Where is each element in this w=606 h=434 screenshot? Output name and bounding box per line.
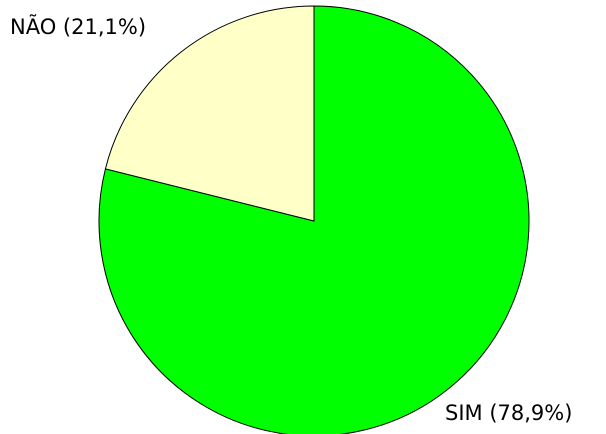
- slice-label: NÃO (21,1%): [10, 13, 146, 39]
- pie-slice: [104, 5, 315, 222]
- slice-label: SIM (78,9%): [445, 401, 572, 425]
